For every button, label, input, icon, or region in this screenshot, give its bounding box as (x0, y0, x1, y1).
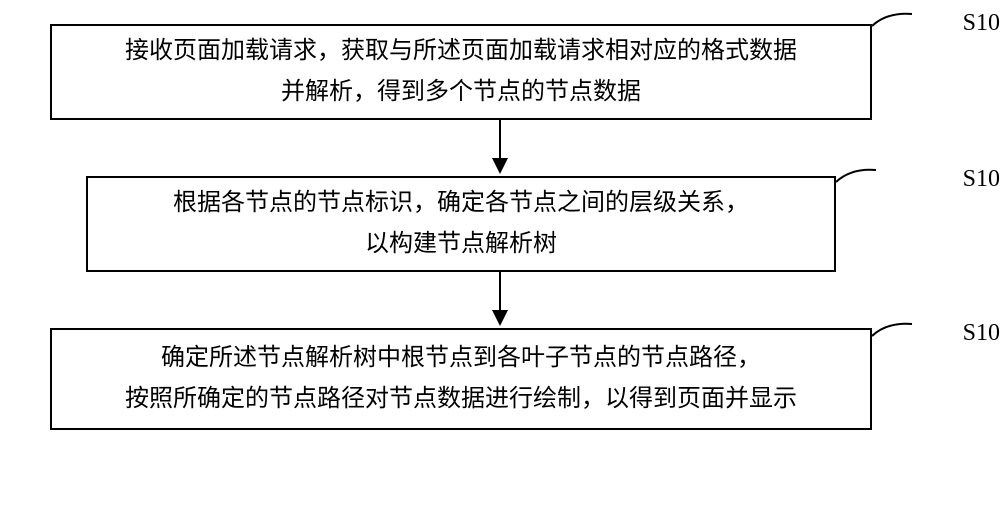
arrow-2 (50, 272, 950, 328)
step-label-s101: S101 (963, 10, 1000, 37)
step-label-s103: S103 (963, 320, 1000, 347)
arrow-svg-1 (485, 120, 515, 176)
arrow-1 (50, 120, 950, 176)
step-text-s103: 确定所述节点解析树中根节点到各叶子节点的节点路径， 按照所确定的节点路径对节点数… (125, 338, 797, 420)
step-label-s102: S102 (963, 166, 1000, 193)
step-box-s103: 确定所述节点解析树中根节点到各叶子节点的节点路径， 按照所确定的节点路径对节点数… (50, 328, 872, 430)
step-s103: 确定所述节点解析树中根节点到各叶子节点的节点路径， 按照所确定的节点路径对节点数… (50, 328, 950, 430)
step-box-s102: 根据各节点的节点标识，确定各节点之间的层级关系， 以构建节点解析树 (86, 176, 836, 272)
step-box-s101: 接收页面加载请求，获取与所述页面加载请求相对应的格式数据 并解析，得到多个节点的… (50, 24, 872, 120)
step-connector-s101 (872, 8, 942, 38)
step-connector-s103 (872, 318, 942, 348)
step-s101: 接收页面加载请求，获取与所述页面加载请求相对应的格式数据 并解析，得到多个节点的… (50, 24, 950, 120)
step-connector-s102 (836, 164, 906, 194)
arrow-svg-2 (485, 272, 515, 328)
step-s102: 根据各节点的节点标识，确定各节点之间的层级关系， 以构建节点解析树 S102 (50, 176, 950, 272)
flowchart-container: 接收页面加载请求，获取与所述页面加载请求相对应的格式数据 并解析，得到多个节点的… (50, 24, 950, 430)
step-text-s102: 根据各节点的节点标识，确定各节点之间的层级关系， 以构建节点解析树 (173, 183, 749, 265)
step-text-s101: 接收页面加载请求，获取与所述页面加载请求相对应的格式数据 并解析，得到多个节点的… (125, 31, 797, 113)
